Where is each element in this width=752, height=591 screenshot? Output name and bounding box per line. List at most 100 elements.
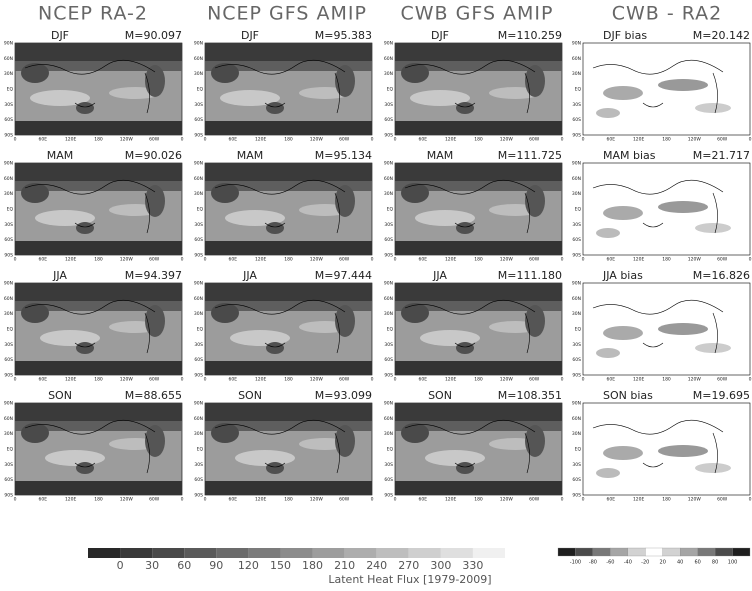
lon-label: 120W xyxy=(688,257,702,263)
colorbar-segment xyxy=(120,548,152,558)
land xyxy=(21,423,49,443)
colorbar-tick: 210 xyxy=(334,559,355,572)
panel-stat: M=108.351 xyxy=(498,389,562,402)
map xyxy=(583,403,750,495)
land xyxy=(76,102,94,114)
land xyxy=(456,222,474,234)
polar-band xyxy=(205,121,372,135)
lon-label: 60W xyxy=(717,377,728,383)
lon-label: 120E xyxy=(445,377,457,383)
lat-label: 60N xyxy=(194,296,203,302)
lon-label: 60W xyxy=(529,257,540,263)
land xyxy=(21,183,49,203)
lon-label: 0 xyxy=(14,137,17,143)
panel-label: SON xyxy=(48,389,72,402)
colorbar-segment xyxy=(441,548,473,558)
bias-blob xyxy=(658,79,708,91)
map xyxy=(205,403,372,495)
colorbar-tick: 0 xyxy=(117,559,124,572)
lon-label: 120W xyxy=(310,137,324,143)
bias-colorbar-tick: -40 xyxy=(624,560,632,566)
panel-label: DJF bias xyxy=(603,29,647,42)
lat-label: 30N xyxy=(572,311,581,317)
lon-label: 180 xyxy=(284,257,293,263)
bias-colorbar-tick: -80 xyxy=(589,560,597,566)
panel-stat: M=97.444 xyxy=(315,269,372,282)
land xyxy=(335,65,355,97)
lon-label: 0 xyxy=(749,377,752,383)
lat-label: 30S xyxy=(4,102,13,108)
lon-label: 0 xyxy=(371,497,374,503)
colorbar-segment xyxy=(377,548,409,558)
lon-label: 0 xyxy=(582,137,585,143)
map xyxy=(395,163,562,255)
lat-label: 90N xyxy=(4,401,13,407)
map xyxy=(395,43,562,135)
lat-label: EQ xyxy=(575,207,582,213)
lon-label: 0 xyxy=(14,257,17,263)
land xyxy=(335,185,355,217)
lon-label: 60W xyxy=(339,497,350,503)
land xyxy=(401,423,429,443)
lat-label: 60N xyxy=(194,416,203,422)
land xyxy=(21,63,49,83)
lon-label: 0 xyxy=(582,497,585,503)
lon-label: 0 xyxy=(14,377,17,383)
map xyxy=(205,163,372,255)
lon-label: 0 xyxy=(204,497,207,503)
land xyxy=(525,185,545,217)
lat-label: EQ xyxy=(387,327,394,333)
lat-label: 30S xyxy=(194,342,203,348)
lon-label: 0 xyxy=(371,377,374,383)
lat-label: 90S xyxy=(194,253,203,259)
panel-label: MAM xyxy=(47,149,74,162)
lon-label: 60W xyxy=(339,377,350,383)
lat-label: 60S xyxy=(194,357,203,363)
lon-label: 120W xyxy=(688,497,702,503)
bias-blob xyxy=(603,206,643,220)
lon-label: 60E xyxy=(607,137,616,143)
lat-label: 30S xyxy=(4,342,13,348)
lon-label: 60E xyxy=(607,497,616,503)
lat-label: 30S xyxy=(572,462,581,468)
lat-label: 60N xyxy=(4,56,13,62)
lat-label: EQ xyxy=(575,447,582,453)
lon-label: 0 xyxy=(204,257,207,263)
lon-label: 120W xyxy=(688,377,702,383)
lat-label: 30S xyxy=(194,102,203,108)
land xyxy=(76,342,94,354)
lat-label: 30S xyxy=(572,342,581,348)
lon-label: 180 xyxy=(662,377,671,383)
bias-colorbar-segment xyxy=(663,548,680,556)
lat-label: 90N xyxy=(572,281,581,287)
lon-label: 180 xyxy=(284,497,293,503)
land xyxy=(266,462,284,474)
panel-stat: M=16.826 xyxy=(693,269,750,282)
bias-blob xyxy=(658,323,708,335)
bias-colorbar-segment xyxy=(698,548,715,556)
lon-label: 180 xyxy=(94,497,103,503)
lon-label: 60E xyxy=(39,377,48,383)
colorbar-segment xyxy=(184,548,216,558)
lat-label: 30S xyxy=(4,462,13,468)
colorbar-segment xyxy=(152,548,184,558)
map xyxy=(15,283,182,375)
land xyxy=(21,303,49,323)
lat-label: 30N xyxy=(384,311,393,317)
lon-label: 60E xyxy=(607,257,616,263)
lat-label: 60S xyxy=(572,117,581,123)
lon-label: 120W xyxy=(500,137,514,143)
lat-label: EQ xyxy=(7,447,14,453)
bias-colorbar-segment xyxy=(575,548,592,556)
lat-label: 60S xyxy=(4,237,13,243)
lat-label: 90N xyxy=(384,161,393,167)
bias-blob xyxy=(695,343,731,353)
lat-label: EQ xyxy=(7,327,14,333)
lon-label: 120E xyxy=(255,137,267,143)
polar-band xyxy=(205,481,372,495)
lon-label: 60W xyxy=(339,137,350,143)
lon-label: 180 xyxy=(474,257,483,263)
lon-label: 0 xyxy=(561,377,564,383)
polar-band xyxy=(395,163,562,181)
lon-label: 60E xyxy=(229,257,238,263)
